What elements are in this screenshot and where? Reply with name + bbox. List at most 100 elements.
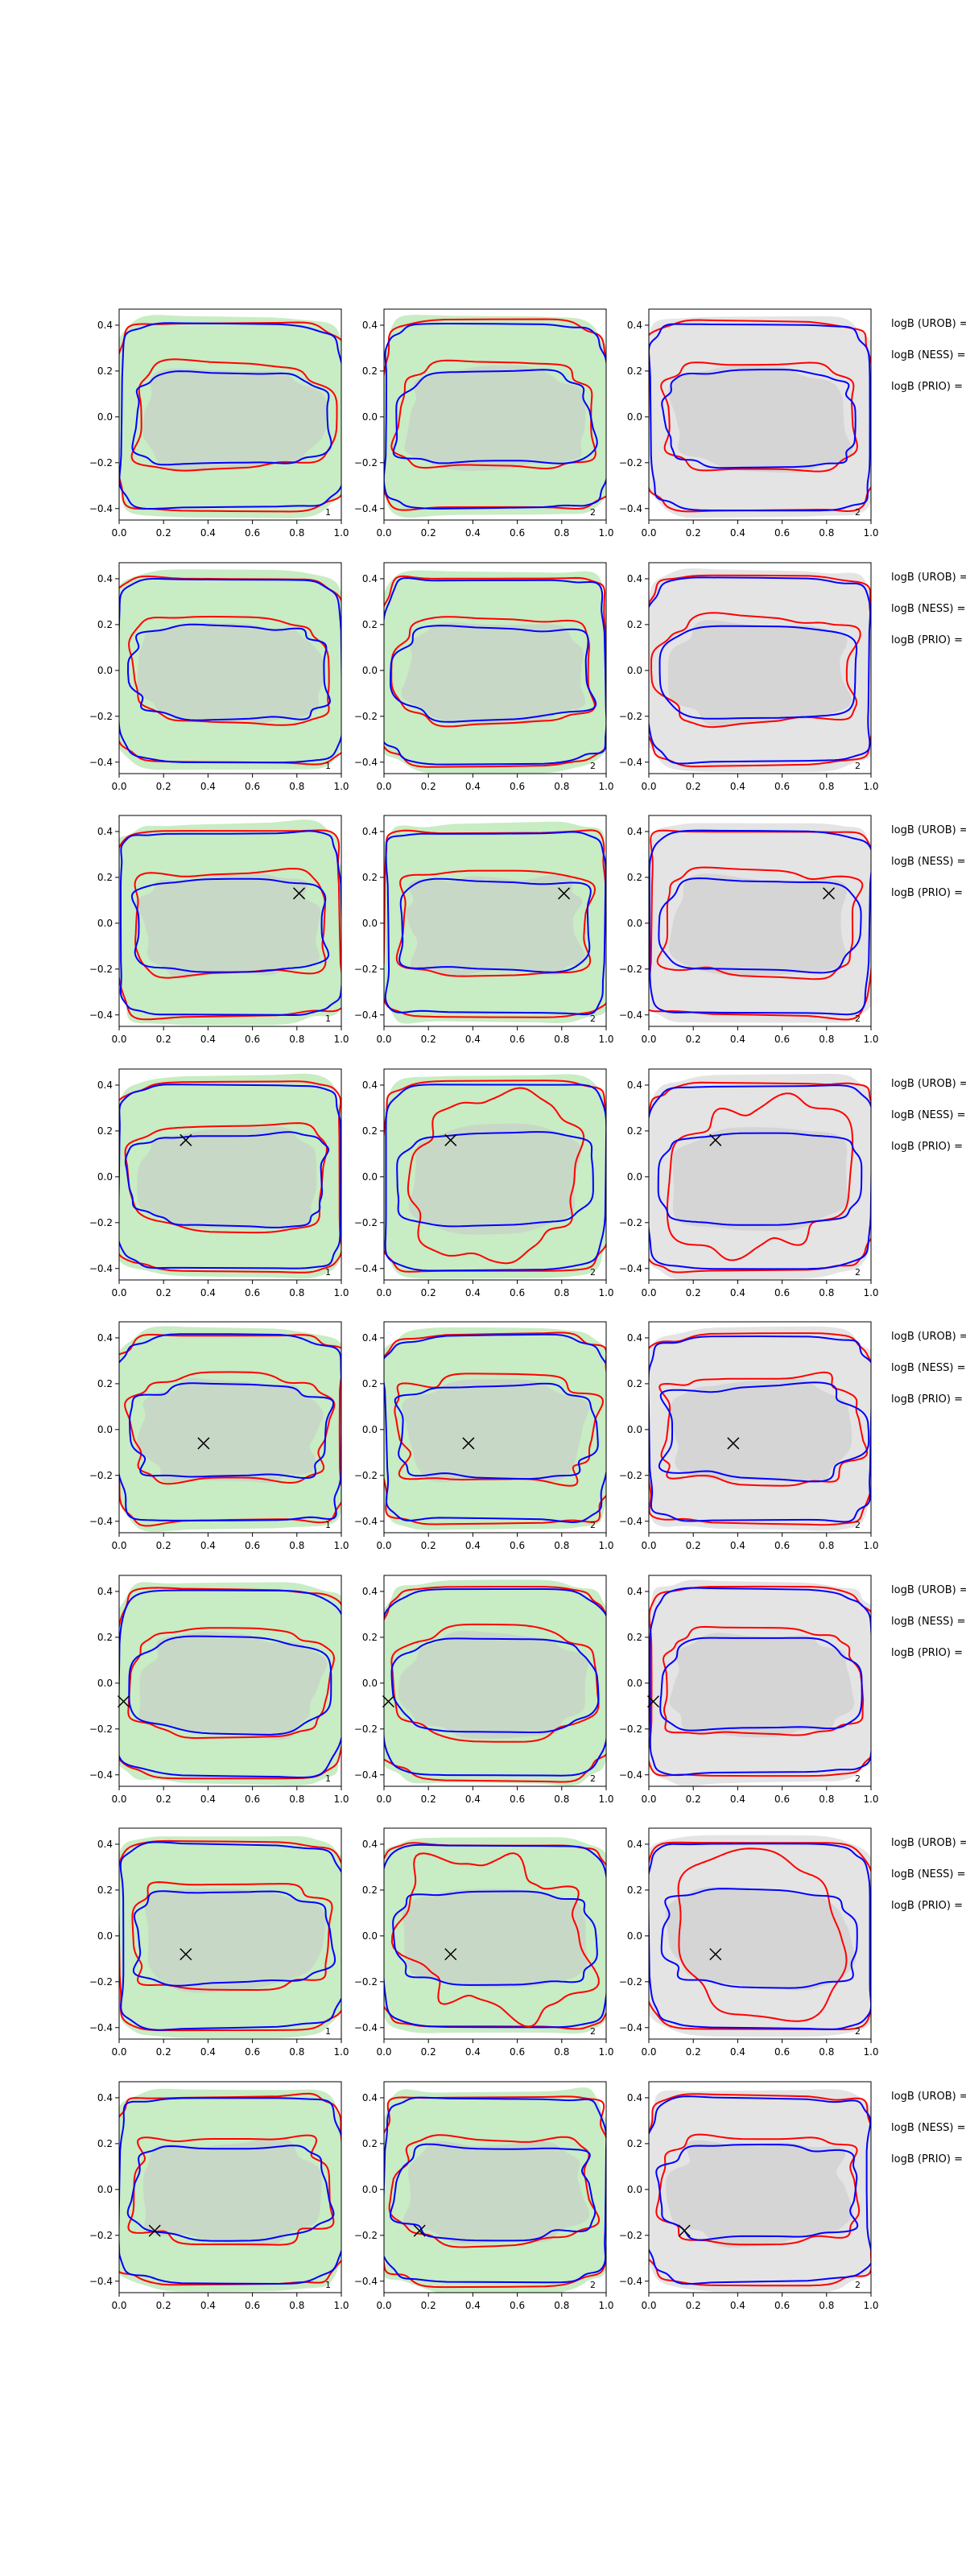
x-tick-label: 0.6 [510,1287,525,1298]
x-tick-label: 0.2 [421,1794,436,1805]
panel-plot-area [384,315,606,518]
y-tick-label: −0.2 [619,1724,642,1735]
x-tick-label: 0.2 [421,1034,436,1045]
panel-r7-c3: 2 0.0 0.2 0.4 0.6 0.8 1.0 0.4 0.2 0.0 −0.2 −0.4 [619,1827,879,2058]
panel-number: 1 [325,1773,331,1784]
x-tick-label: 1.0 [333,1034,349,1045]
panel-r6-c2: 2 0.0 0.2 0.4 0.6 0.8 1.0 0.4 0.2 0.0 −0.2 −0.4 [354,1575,614,1805]
x-tick-label: 0.8 [554,2300,569,2311]
x-tick-label: 0.4 [200,527,216,539]
y-tick-label: 0.4 [97,1586,113,1597]
y-tick-label: 0.2 [627,619,642,630]
y-tick-label: −0.2 [619,1976,642,1988]
marker-x [727,1437,740,1450]
y-tick-label: 0.4 [362,573,378,584]
y-tick-label: −0.4 [89,757,113,768]
x-tick-label: 0.6 [245,1540,260,1551]
outer-red-contour [384,318,606,511]
y-tick-label: 0.0 [97,1424,113,1435]
y-tick-label: −0.2 [354,1217,378,1228]
inner-red-contour [660,361,858,473]
outer-red-contour [119,1333,341,1527]
y-tick-label: 0.2 [627,2138,642,2149]
panel-plot-area [649,316,871,518]
x-tick-label: 0.0 [111,2046,126,2058]
outer-blue-contour [119,1084,341,1269]
y-tick-label: 0.0 [97,918,113,929]
y-tick-label: 0.4 [97,1332,113,1344]
y-tick-label: 0.4 [362,1586,378,1597]
shaded-region [135,873,321,979]
panel-number: 2 [855,2026,861,2037]
panel-r2-c2: 2 0.0 0.2 0.4 0.6 0.8 1.0 0.4 0.2 0.0 −0.2 −0.4 [354,562,614,792]
y-tick-label: 0.0 [362,665,378,676]
panel-number: 1 [325,2026,331,2037]
outer-blue-contour [649,1084,871,1270]
x-tick-label: 0.4 [730,2046,745,2058]
y-tick-label: 0.0 [362,1424,378,1435]
y-tick-label: 0.4 [627,2092,642,2103]
panel-frame [383,1827,607,2040]
x-tick-label: 0.2 [156,1794,171,1805]
panel-frame [118,562,342,774]
x-tick-label: 0.2 [686,2300,701,2311]
y-tick-label: 0.4 [627,320,642,331]
x-tick-label: 0.8 [289,1287,304,1298]
inner-blue-contour [128,1635,332,1736]
side-label-3: logB (PRIO) = [891,1393,963,1406]
x-tick-label: 0.6 [774,2046,790,2058]
x-tick-label: 0.2 [421,1287,436,1298]
side-label-1: logB (UROB) = [891,1584,966,1596]
panel-r4-c3: 2 0.0 0.2 0.4 0.6 0.8 1.0 0.4 0.2 0.0 −0.2 −0.4 [619,1068,879,1298]
y-tick-label: 0.0 [627,2184,642,2195]
panel-number: 2 [590,1520,596,1530]
x-tick-label: 0.8 [819,1540,834,1551]
shaded-region [406,875,586,978]
panel-number: 2 [855,761,861,771]
panel-plot-area [649,1835,871,2037]
panel-r5-c2: 2 0.0 0.2 0.4 0.6 0.8 1.0 0.4 0.2 0.0 −0.2 −0.4 [354,1321,614,1551]
inner-blue-contour [660,1888,858,1989]
y-tick-label: 0.2 [97,1885,113,1896]
y-tick-label: 0.0 [627,918,642,929]
x-tick-label: 0.4 [465,2046,481,2058]
panel-frame [648,1321,872,1534]
x-tick-label: 0.4 [465,1287,481,1298]
y-tick-label: 0.0 [97,1678,113,1689]
panel-frame [383,562,607,774]
inner-blue-contour [131,370,332,466]
y-tick-label: 0.2 [362,1885,378,1896]
inner-blue-contour [394,1382,599,1480]
shaded-region [668,873,847,976]
marker-x [444,1133,457,1146]
shaded-region [667,364,852,473]
outer-blue-contour [119,1589,341,1778]
y-tick-label: 0.2 [627,1125,642,1137]
y-tick-label: 0.0 [97,1930,113,1942]
panel-frame [383,1068,607,1281]
inner-blue-contour [390,2143,597,2242]
outer-red-contour [384,1331,606,1525]
x-tick-label: 0.2 [686,1540,701,1551]
panel-plot-area [649,568,871,772]
panel-number: 2 [590,1013,596,1024]
x-tick-label: 0.6 [245,1034,260,1045]
x-tick-label: 1.0 [333,781,349,792]
panel-r8-c3: 2 0.0 0.2 0.4 0.6 0.8 1.0 0.4 0.2 0.0 −0.2 −0.4 [619,2081,879,2311]
x-tick-label: 0.2 [156,1287,171,1298]
x-tick-label: 0.0 [376,781,391,792]
panel-number: 2 [855,1013,861,1024]
x-tick-label: 0.4 [730,1794,745,1805]
y-tick-label: 0.2 [97,2138,113,2149]
side-label-3: logB (PRIO) = [891,1647,963,1659]
inner-red-contour [666,1092,854,1261]
outer-blue-contour [384,1843,606,2029]
shaded-region [138,1631,328,1740]
panel-number: 2 [590,2280,596,2290]
panel-plot-area [119,2088,341,2292]
outer-blue-contour [119,322,341,510]
panel-r5-c1: 1 0.0 0.2 0.4 0.6 0.8 1.0 0.4 0.2 0.0 −0.2 −0.4 [89,1321,349,1551]
x-tick-label: 0.0 [376,527,391,539]
y-tick-label: 0.0 [362,1678,378,1689]
x-tick-label: 0.6 [510,2300,525,2311]
